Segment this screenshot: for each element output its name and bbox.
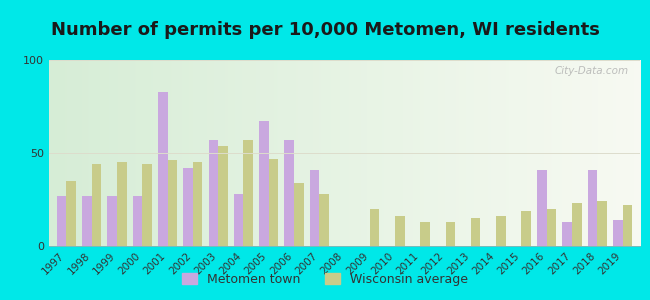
Legend: Metomen town, Wisconsin average: Metomen town, Wisconsin average: [177, 268, 473, 291]
Bar: [268, 159, 278, 246]
Bar: [57, 196, 66, 246]
Text: Number of permits per 10,000 Metomen, WI residents: Number of permits per 10,000 Metomen, WI…: [51, 21, 599, 39]
Bar: [319, 194, 329, 246]
Bar: [209, 140, 218, 246]
Bar: [572, 203, 582, 246]
Bar: [117, 162, 127, 246]
Bar: [496, 216, 506, 246]
Bar: [521, 211, 531, 246]
Bar: [92, 164, 101, 246]
Bar: [395, 216, 405, 246]
Bar: [158, 92, 168, 246]
Bar: [623, 205, 632, 246]
Bar: [471, 218, 480, 246]
Bar: [133, 196, 142, 246]
Bar: [284, 140, 294, 246]
Bar: [218, 146, 227, 246]
Bar: [234, 194, 243, 246]
Bar: [66, 181, 76, 246]
Bar: [243, 140, 253, 246]
Bar: [547, 209, 556, 246]
Bar: [82, 196, 92, 246]
Bar: [193, 162, 202, 246]
Bar: [597, 201, 607, 246]
Bar: [421, 222, 430, 246]
Bar: [446, 222, 455, 246]
Bar: [107, 196, 117, 246]
Bar: [537, 170, 547, 246]
Bar: [309, 170, 319, 246]
Bar: [294, 183, 304, 246]
Bar: [168, 160, 177, 246]
Bar: [562, 222, 572, 246]
Bar: [183, 168, 193, 246]
Bar: [259, 122, 268, 246]
Bar: [370, 209, 380, 246]
Bar: [142, 164, 152, 246]
Text: City-Data.com: City-Data.com: [554, 66, 629, 76]
Bar: [613, 220, 623, 246]
Bar: [588, 170, 597, 246]
